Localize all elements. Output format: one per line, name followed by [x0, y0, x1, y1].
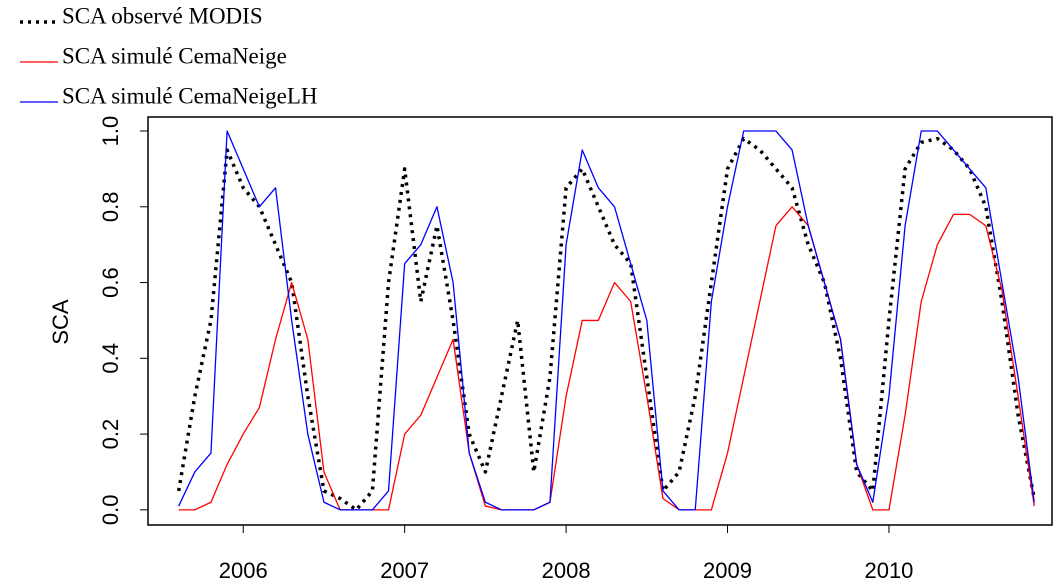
x-tick-label: 2009: [703, 558, 752, 583]
legend-label: SCA simulé CemaNeige: [62, 43, 287, 68]
legend: SCA observé MODIS SCA simulé CemaNeige SCA…: [20, 3, 318, 108]
x-tick-label: 2010: [864, 558, 913, 583]
y-tick-label: 0.4: [98, 343, 123, 374]
y-tick-label: 0.0: [98, 495, 123, 526]
plot-frame: [147, 116, 1053, 526]
y-tick-label: 0.6: [98, 267, 123, 298]
y-tick-label: 0.2: [98, 419, 123, 450]
x-tick-label: 2007: [380, 558, 429, 583]
y-tick-label: 0.8: [98, 191, 123, 222]
series-line: [178, 206, 1035, 511]
series-line: [178, 130, 1035, 511]
series-line: [176, 136, 1036, 512]
y-tick-label: 1.0: [98, 116, 123, 147]
y-axis-label: SCA: [48, 299, 73, 345]
legend-label: SCA observé MODIS: [62, 3, 263, 28]
x-tick-label: 2006: [219, 558, 268, 583]
x-tick-label: 2008: [542, 558, 591, 583]
legend-label: SCA simulé CemaNeigeLH: [62, 83, 318, 108]
